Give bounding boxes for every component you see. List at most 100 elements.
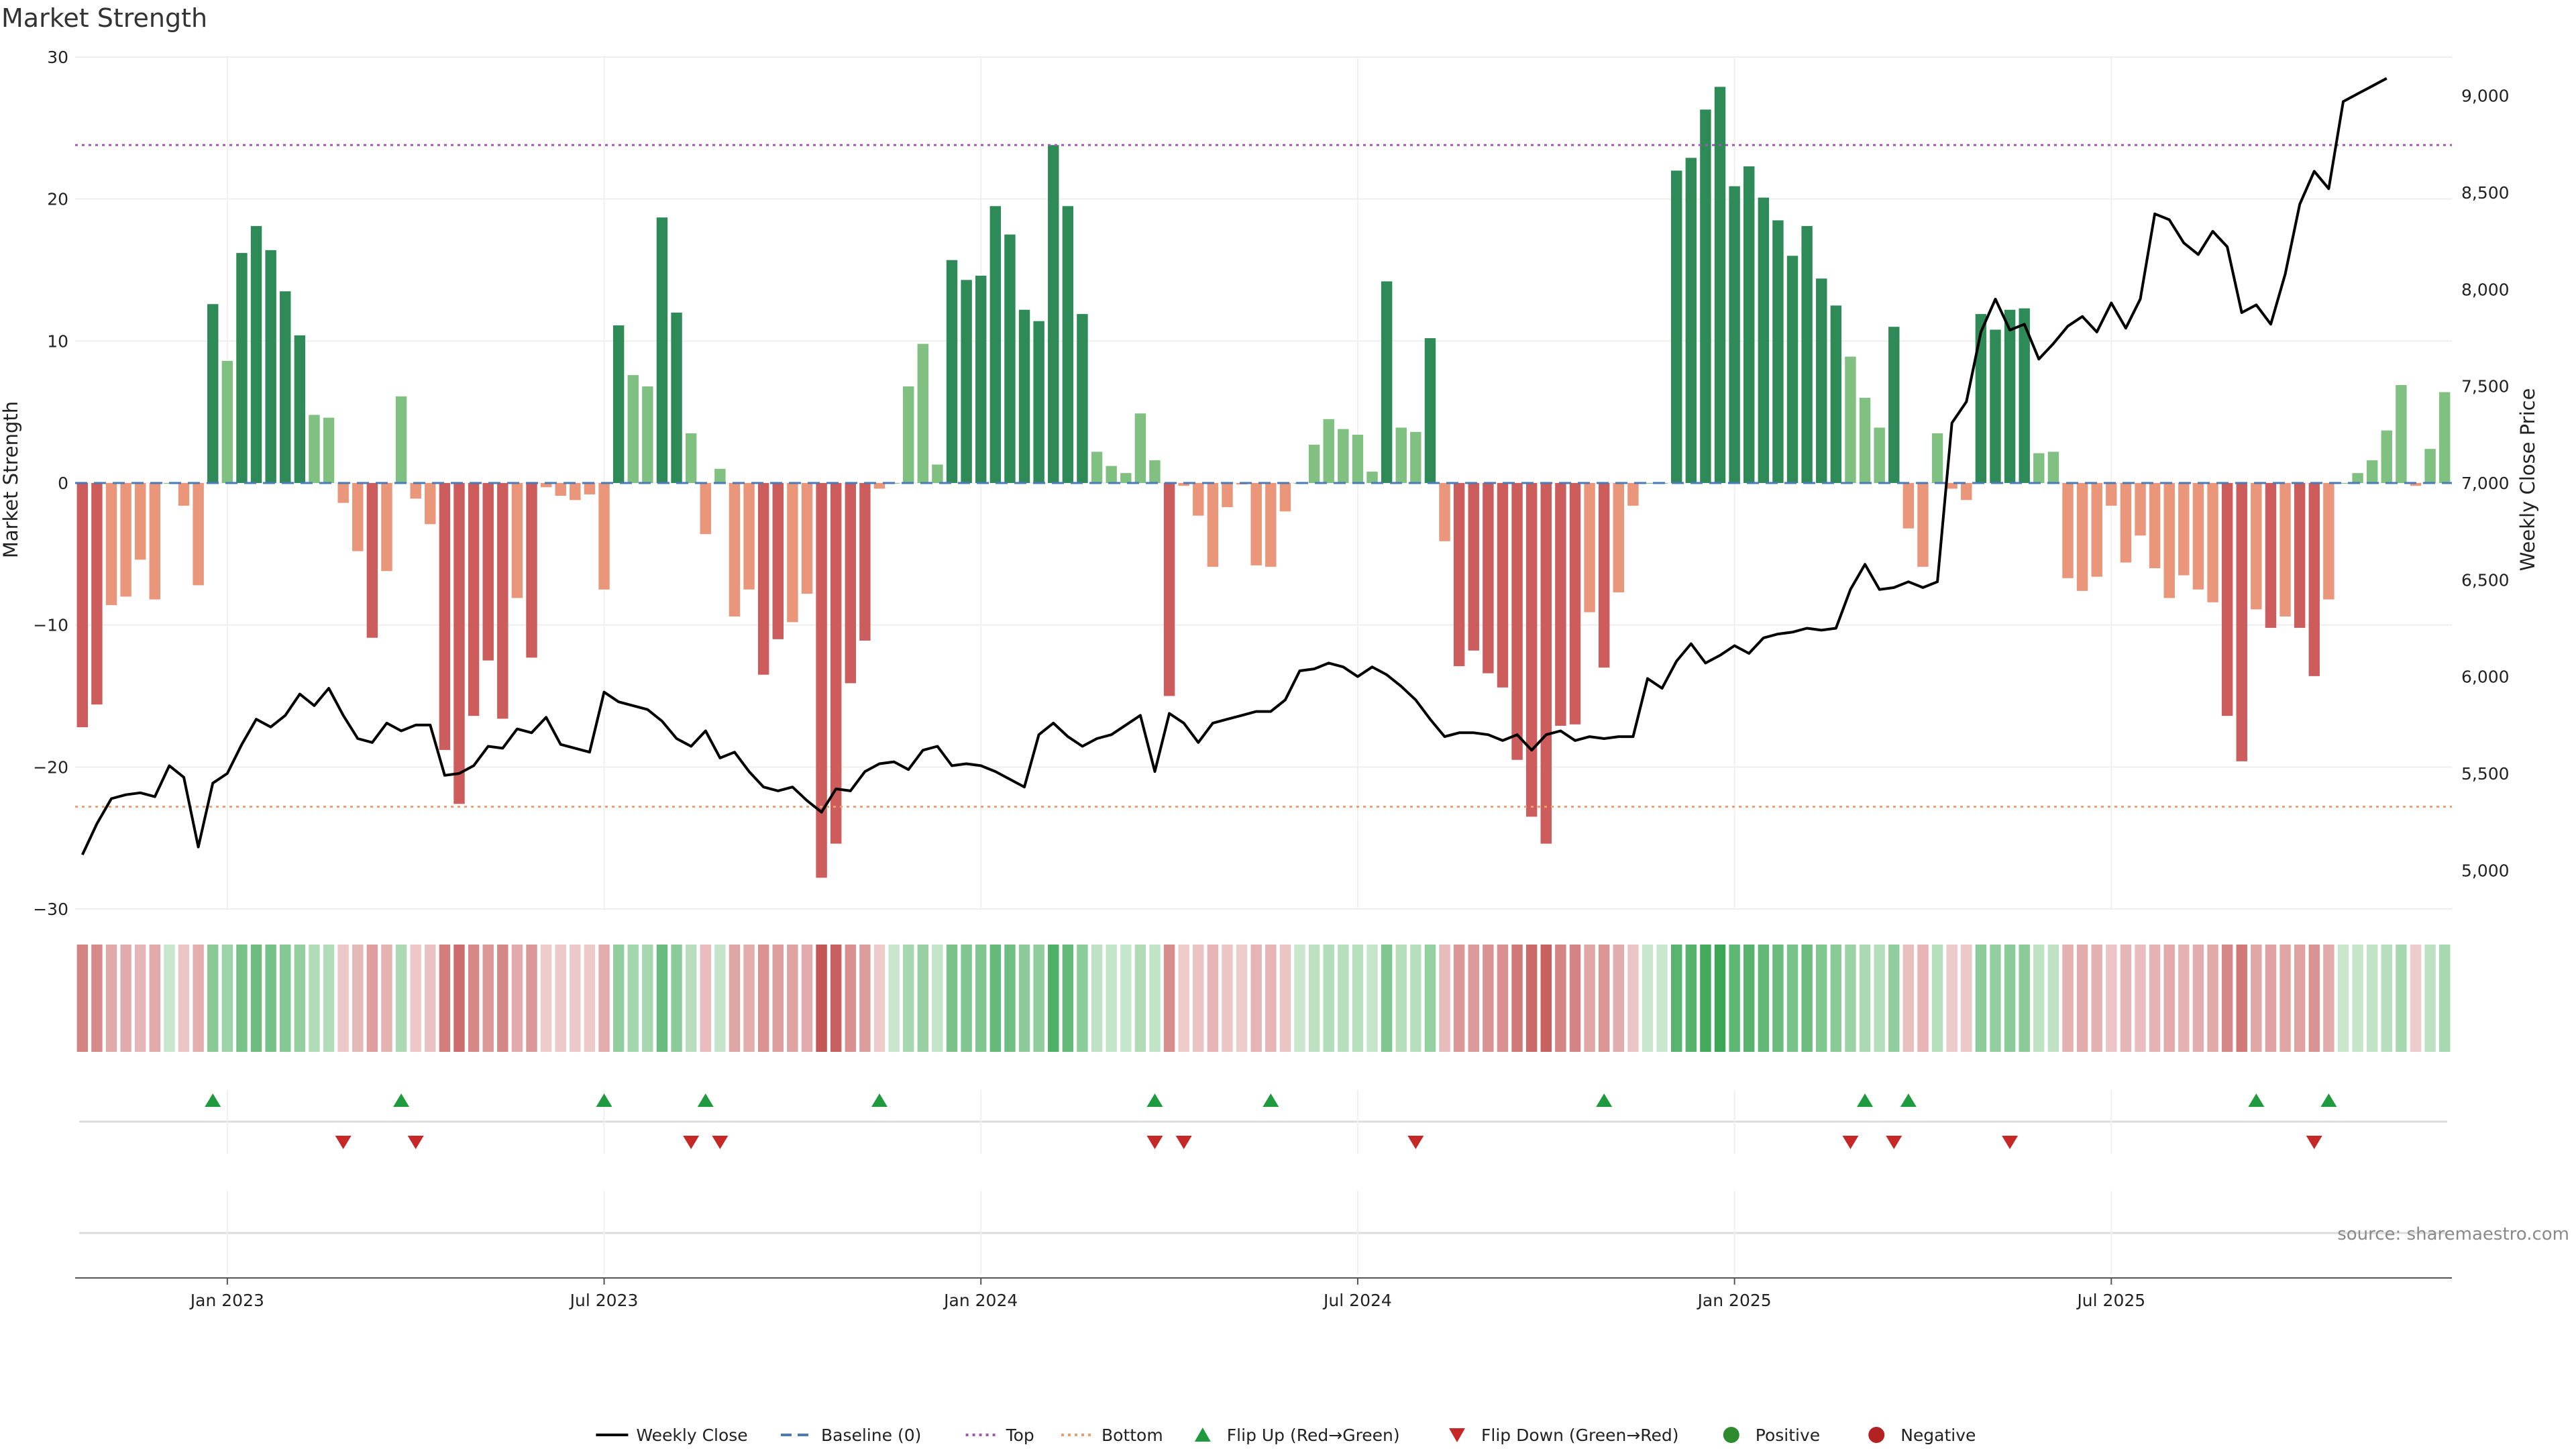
heat-cell [946, 945, 958, 1052]
heat-cell [2120, 945, 2132, 1052]
heat-cell [1859, 945, 1871, 1052]
strength-bar [410, 483, 421, 499]
strength-bar [2323, 483, 2334, 600]
strength-bar [1613, 483, 1624, 592]
heat-cell [1077, 945, 1088, 1052]
heat-cell [2265, 945, 2277, 1052]
heat-cell [903, 945, 914, 1052]
strength-bar [1338, 429, 1349, 483]
strength-bar [1845, 356, 1856, 483]
heat-cell [714, 945, 726, 1052]
heat-cell [1120, 945, 1132, 1052]
flip-up-marker [1263, 1093, 1279, 1107]
heat-cell [1584, 945, 1595, 1052]
strength-bar [540, 483, 552, 488]
heat-cell [1352, 945, 1364, 1052]
heat-cell [511, 945, 523, 1052]
heat-cell [250, 945, 262, 1052]
heat-cell [757, 945, 769, 1052]
heat-cell [1222, 945, 1233, 1052]
heat-cell [1134, 945, 1146, 1052]
strength-bar [2019, 308, 2030, 483]
heat-cell [2047, 945, 2059, 1052]
strength-bar [2308, 483, 2320, 676]
strength-bar [1816, 278, 1827, 483]
heat-cell [2323, 945, 2334, 1052]
strength-bar [105, 483, 117, 606]
heat-cell [2381, 945, 2392, 1052]
heat-cell [1830, 945, 1842, 1052]
heat-cell [395, 945, 407, 1052]
heat-cell [1786, 945, 1799, 1052]
heat-cell [1424, 945, 1436, 1052]
y2-axis-label: Weekly Close Price [2516, 388, 2539, 572]
heat-cell [2149, 945, 2161, 1052]
heat-cell [178, 945, 190, 1052]
strength-bar [1902, 483, 1915, 529]
flip-up-marker [2248, 1093, 2265, 1107]
strength-bar [323, 417, 335, 483]
heat-cell [1511, 945, 1523, 1052]
strength-bar [1743, 166, 1755, 483]
x-tick-label: Jul 2024 [1322, 1291, 1392, 1310]
heat-cell [2076, 945, 2088, 1052]
strength-bar [236, 253, 248, 483]
heat-cell [1642, 945, 1654, 1052]
strength-bar [1381, 281, 1393, 483]
heat-cell [1193, 945, 1204, 1052]
strength-bar [671, 313, 682, 483]
legend-item: Top [965, 1426, 1034, 1445]
strength-bar [2396, 384, 2407, 483]
legend-flip-down-swatch [1449, 1428, 1465, 1442]
strength-bar [1091, 451, 1103, 483]
strength-bar [1670, 170, 1682, 484]
heat-cell [120, 945, 131, 1052]
heat-cell [1178, 945, 1189, 1052]
heat-cell [1714, 945, 1726, 1052]
y-tick-label: −30 [33, 900, 68, 919]
strength-bar [1366, 472, 1378, 483]
heat-cell [1598, 945, 1610, 1052]
strength-bar [1207, 483, 1219, 567]
heat-cell [1163, 945, 1175, 1052]
legend-item: Negative [1868, 1426, 1976, 1445]
heat-cell [598, 945, 610, 1052]
flip-down-marker [335, 1136, 352, 1149]
strength-bar [1193, 483, 1204, 516]
x-tick-label: Jan 2024 [943, 1291, 1018, 1310]
heat-cell [1048, 945, 1059, 1052]
heat-cell [1990, 945, 2001, 1052]
flip-up-marker [871, 1093, 888, 1107]
heat-cell [1874, 945, 1885, 1052]
strength-bar [932, 464, 943, 483]
heat-cell [91, 945, 103, 1052]
y2-tick-label: 7,000 [2461, 474, 2510, 493]
heat-cell [642, 945, 653, 1052]
heat-cell [612, 945, 625, 1052]
strength-bar [1077, 314, 1088, 483]
strength-bar [425, 483, 436, 525]
heat-cell [1555, 945, 1566, 1052]
heat-cell [873, 945, 885, 1052]
strength-bar [989, 206, 1002, 483]
legend-negative-swatch [1868, 1427, 1885, 1443]
strength-bar [1279, 483, 1291, 512]
strength-bar [149, 483, 161, 600]
strength-bar [91, 483, 103, 705]
strength-bar [1048, 145, 1059, 483]
strength-bar [337, 483, 349, 503]
heat-cell [1468, 945, 1479, 1052]
heat-cell [149, 945, 161, 1052]
heat-cell [1656, 945, 1668, 1052]
strength-bar [700, 483, 711, 535]
flip-up-marker [697, 1093, 714, 1107]
strength-bar [280, 291, 291, 483]
strength-bar [1700, 109, 1711, 484]
legend-label: Negative [1900, 1426, 1976, 1445]
heat-cell [1888, 945, 1900, 1052]
strength-bar [2352, 473, 2363, 483]
strength-bar [1120, 473, 1132, 483]
strength-bar [1453, 483, 1465, 667]
heat-cell [1772, 945, 1784, 1052]
